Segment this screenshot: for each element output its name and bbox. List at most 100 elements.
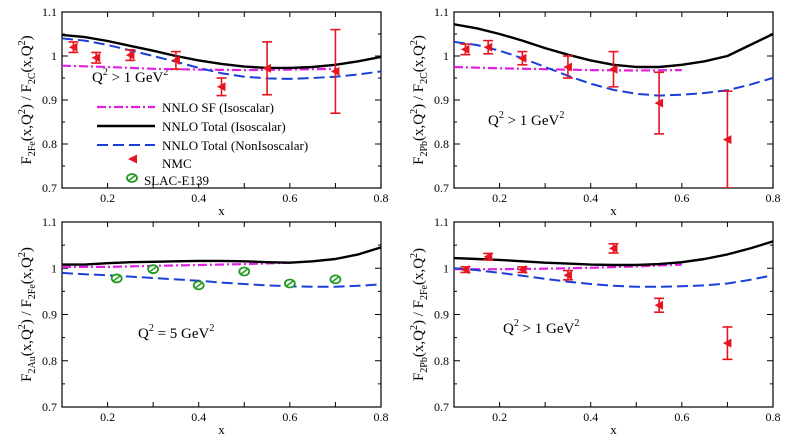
- x-axis-label: x: [218, 203, 225, 218]
- x-tick-label: 0.4: [191, 410, 206, 424]
- y-tick-label: 0.9: [42, 308, 57, 322]
- nmc-point: [562, 55, 573, 79]
- q2-annotation: Q2 > 1 GeV2: [503, 318, 579, 337]
- x-tick-label: 0.2: [100, 410, 115, 424]
- nmc-point: [608, 50, 619, 88]
- x-tick-label: 0.2: [492, 191, 507, 205]
- nnlo-total-nonisoscalar-line: [454, 267, 773, 288]
- y-axis-label: F2Fe(x,Q2) / F2C(x,Q2): [17, 35, 38, 164]
- legend-label-nnlo-total-iso: NNLO Total (Isoscalar): [162, 119, 286, 134]
- x-tick-label: 0.8: [766, 410, 781, 424]
- slac-point: [238, 266, 251, 277]
- y-tick-label: 1: [443, 261, 449, 275]
- y-tick-label: 0.8: [434, 354, 449, 368]
- nmc-point: [722, 326, 733, 361]
- nnlo-sf-isoscalar-line: [62, 261, 290, 268]
- x-axis-label: x: [610, 203, 617, 218]
- nnlo-sf-isoscalar-line: [454, 65, 682, 72]
- q2-annotation: Q2 > 1 GeV2: [92, 67, 168, 86]
- nmc-point: [125, 49, 136, 62]
- nmc-point: [562, 269, 573, 281]
- q2-annotation: Q2 > 1 GeV2: [488, 110, 564, 129]
- nmc-point: [68, 41, 79, 54]
- panel-top-left: 0.2 0.4 0.6 0.8 0.7 0.8 0.9 1 1.1 x F2Fe(x,Q2) / F…: [17, 5, 389, 218]
- panel-top-right: 0.2 0.4 0.6 0.8 0.7 0.8 0.9 1 1.1 x F2Pb(x,Q2) / F…: [409, 5, 781, 218]
- nmc-point: [483, 39, 494, 55]
- panel-bottom-right: 0.2 0.4 0.6 0.8 0.7 0.8 0.9 1 1.1 x F2Pb(x,Q2) / F…: [409, 215, 781, 436]
- y-axis-label: F2Pb(x,Q2) / F2Fe(x,Q2): [409, 248, 430, 381]
- nmc-point: [170, 50, 181, 70]
- x-tick-label: 0.6: [282, 191, 297, 205]
- nmc-point: [216, 77, 227, 97]
- nnlo-total-isoscalar-line: [454, 240, 773, 267]
- y-tick-label: 1: [443, 49, 449, 63]
- y-tick-label: 0.7: [42, 400, 57, 414]
- legend-label-slac: SLAC-E139: [144, 173, 209, 188]
- nmc-point: [654, 297, 665, 313]
- y-axis-label: F2Pb(x,Q2) / F2C(x,Q2): [409, 35, 430, 165]
- nnlo-total-isoscalar-line: [62, 246, 381, 266]
- nmc-point: [483, 252, 494, 262]
- slac-point: [283, 278, 296, 289]
- plot-frame: [453, 11, 774, 189]
- nnlo-sf-isoscalar-line: [454, 263, 682, 271]
- x-tick-label: 0.6: [674, 410, 689, 424]
- x-tick-label: 0.8: [766, 191, 781, 205]
- nmc-point: [608, 242, 619, 254]
- x-tick-label: 0.4: [583, 191, 598, 205]
- x-tick-label: 0.6: [674, 191, 689, 205]
- x-axis-label: x: [610, 422, 617, 436]
- legend-label-nnlo-sf: NNLO SF (Isoscalar): [162, 100, 274, 115]
- slac-point: [329, 274, 342, 285]
- panel-bottom-left: 0.2 0.4 0.6 0.8 0.7 0.8 0.9 1 1.1 x F2Au(x,Q2) / F…: [17, 215, 389, 436]
- x-tick-label: 0.8: [374, 191, 389, 205]
- y-tick-label: 0.9: [434, 308, 449, 322]
- x-tick-label: 0.2: [100, 191, 115, 205]
- x-tick-label: 0.4: [583, 410, 598, 424]
- y-tick-label: 1: [51, 49, 57, 63]
- nmc-point: [517, 265, 528, 275]
- x-axis-label: x: [218, 422, 225, 436]
- legend: NNLO SF (Isoscalar) NNLO Total (Isoscala…: [97, 100, 308, 188]
- q2-annotation: Q2 = 5 GeV2: [138, 323, 214, 342]
- nmc-point: [722, 90, 733, 188]
- x-tick-label: 0.4: [191, 191, 206, 205]
- nnlo-total-isoscalar-line: [62, 33, 381, 70]
- x-tick-label: 0.8: [374, 410, 389, 424]
- y-tick-label: 0.7: [434, 181, 449, 195]
- nnlo-total-nonisoscalar-line: [62, 37, 381, 80]
- y-tick-label: 0.9: [42, 93, 57, 107]
- nmc-point: [460, 265, 471, 275]
- slac-point: [147, 264, 160, 275]
- nmc-point: [262, 41, 273, 96]
- y-tick-label: 1.1: [434, 215, 449, 229]
- nmc-point: [460, 43, 471, 56]
- y-tick-label: 0.8: [434, 137, 449, 151]
- x-tick-label: 0.2: [492, 410, 507, 424]
- y-tick-label: 0.7: [434, 400, 449, 414]
- y-axis-label: F2Au(x,Q2) / F2Fe(x,Q2): [17, 247, 38, 382]
- nmc-point: [654, 71, 665, 135]
- nmc-point: [517, 50, 528, 66]
- y-tick-label: 1.1: [434, 5, 449, 19]
- y-tick-label: 1.1: [42, 5, 57, 19]
- legend-label-nmc: NMC: [162, 156, 192, 171]
- legend-marker-nmc: [128, 154, 137, 164]
- y-tick-label: 1.1: [42, 215, 57, 229]
- nmc-point: [330, 28, 341, 114]
- y-tick-label: 0.7: [42, 181, 57, 195]
- plot-frame: [61, 221, 382, 408]
- y-tick-label: 0.8: [42, 354, 57, 368]
- y-tick-label: 0.9: [434, 93, 449, 107]
- legend-label-nnlo-total-noniso: NNLO Total (NonIsoscalar): [162, 138, 308, 153]
- slac-point: [110, 273, 123, 284]
- slac-point: [192, 280, 205, 291]
- nnlo-total-nonisoscalar-line: [454, 40, 773, 97]
- nnlo-sf-isoscalar-line: [62, 64, 336, 72]
- x-tick-label: 0.6: [282, 410, 297, 424]
- y-tick-label: 0.8: [42, 137, 57, 151]
- nmc-point: [91, 51, 102, 64]
- y-tick-label: 1: [51, 261, 57, 275]
- legend-marker-slac: [126, 173, 138, 183]
